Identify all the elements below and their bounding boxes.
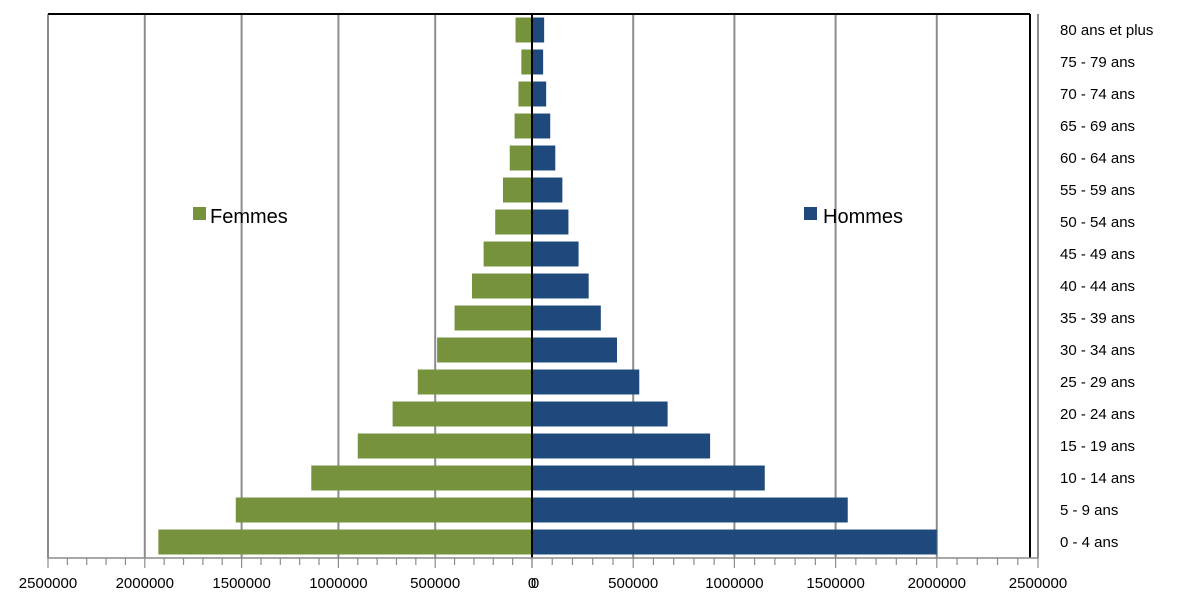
category-label: 30 - 34 ans [1060, 342, 1135, 359]
x-tick-label-left: 500000 [410, 575, 460, 592]
category-label: 75 - 79 ans [1060, 54, 1135, 71]
category-label: 55 - 59 ans [1060, 182, 1135, 199]
bar-hommes-5 [532, 369, 640, 395]
legend-label-hommes: Hommes [823, 206, 903, 228]
category-label: 15 - 19 ans [1060, 438, 1135, 455]
x-tick-label-right: 2500000 [1009, 575, 1067, 592]
bar-femmes-12 [509, 145, 532, 171]
bar-femmes-6 [437, 337, 532, 363]
x-tick-label-left: 1000000 [309, 575, 367, 592]
category-label: 5 - 9 ans [1060, 502, 1118, 519]
category-label: 35 - 39 ans [1060, 310, 1135, 327]
bar-hommes-13 [532, 113, 551, 139]
category-label: 10 - 14 ans [1060, 470, 1135, 487]
bar-femmes-13 [514, 113, 532, 139]
bar-femmes-15 [521, 49, 532, 75]
x-tick-label-left: 2500000 [19, 575, 77, 592]
x-tick-label-right: 0 [531, 575, 539, 592]
bar-hommes-8 [532, 273, 589, 299]
bar-femmes-5 [417, 369, 532, 395]
category-label: 20 - 24 ans [1060, 406, 1135, 423]
category-label: 40 - 44 ans [1060, 278, 1135, 295]
x-tick-label-left: 0 [528, 575, 536, 592]
category-label: 60 - 64 ans [1060, 150, 1135, 167]
bar-hommes-14 [532, 81, 547, 107]
category-label: 50 - 54 ans [1060, 214, 1135, 231]
bar-femmes-1 [235, 497, 533, 523]
bar-femmes-7 [454, 305, 532, 331]
axes [47, 13, 1039, 568]
category-label: 0 - 4 ans [1060, 534, 1118, 551]
bar-hommes-1 [532, 497, 848, 523]
bar-femmes-8 [471, 273, 532, 299]
bars [158, 17, 937, 555]
x-tick-label-right: 2000000 [908, 575, 966, 592]
bar-femmes-10 [495, 209, 532, 235]
bar-hommes-15 [532, 49, 544, 75]
bar-femmes-14 [518, 81, 532, 107]
bar-femmes-9 [483, 241, 532, 267]
x-tick-label-right: 1000000 [705, 575, 763, 592]
legend-swatch-femmes [193, 207, 206, 220]
bar-hommes-9 [532, 241, 579, 267]
gridlines [47, 14, 1039, 558]
bar-hommes-7 [532, 305, 601, 331]
bar-hommes-3 [532, 433, 711, 459]
x-tick-label-right: 500000 [608, 575, 658, 592]
x-tick-label-left: 1500000 [212, 575, 270, 592]
legend-label-femmes: Femmes [210, 206, 288, 228]
bar-hommes-2 [532, 465, 765, 491]
category-label: 70 - 74 ans [1060, 86, 1135, 103]
category-label: 65 - 69 ans [1060, 118, 1135, 135]
legends: Femmes Hommes [193, 206, 903, 228]
bar-hommes-10 [532, 209, 569, 235]
bar-hommes-4 [532, 401, 668, 427]
x-tick-label-right: 1500000 [806, 575, 864, 592]
bar-hommes-11 [532, 177, 563, 203]
category-label: 80 ans et plus [1060, 22, 1153, 39]
category-label: 45 - 49 ans [1060, 246, 1135, 263]
bar-hommes-6 [532, 337, 618, 363]
bar-hommes-16 [532, 17, 545, 43]
legend-swatch-hommes [804, 207, 817, 220]
category-label: 25 - 29 ans [1060, 374, 1135, 391]
bar-femmes-16 [515, 17, 532, 43]
bar-femmes-4 [392, 401, 532, 427]
bar-femmes-3 [357, 433, 532, 459]
labels: 0 - 4 ans 5 - 9 ans 10 - 14 ans 15 - 19 ans… [19, 22, 1154, 592]
bar-femmes-11 [502, 177, 532, 203]
bar-hommes-0 [532, 529, 937, 555]
bar-hommes-12 [532, 145, 556, 171]
x-tick-label-left: 2000000 [116, 575, 174, 592]
bar-femmes-0 [158, 529, 533, 555]
bar-femmes-2 [311, 465, 532, 491]
